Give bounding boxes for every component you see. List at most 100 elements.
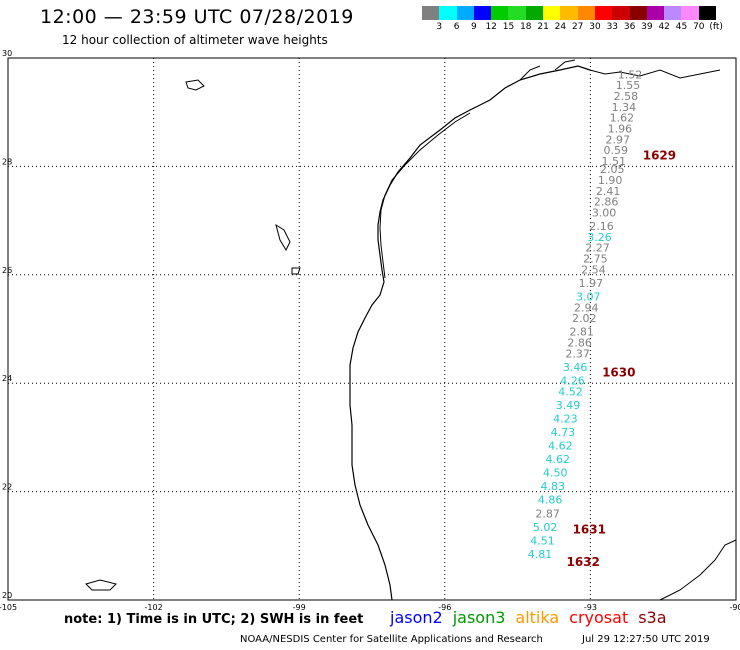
wave-height-value: 4.86 (538, 494, 563, 507)
wave-height-value: 3.49 (556, 399, 581, 412)
colorbar-label: 15 (502, 22, 515, 32)
pass-number-label: 1632 (566, 555, 599, 569)
island-shape (85, 579, 117, 591)
colorbar-cell (439, 6, 457, 20)
colorbar-cell (473, 6, 492, 20)
wave-height-value: 4.50 (543, 467, 568, 480)
wave-height-value: 2.97 (606, 133, 631, 146)
wave-height-labels: 1.521.552.581.341.621.962.970.591.512.05… (528, 68, 643, 561)
lon-tick-label: -90 (729, 603, 740, 612)
lon-tick-label: -99 (293, 603, 306, 612)
wave-height-value: 1.97 (579, 277, 604, 290)
lat-tick-label: 30 (2, 49, 12, 58)
wave-height-value: 4.52 (558, 385, 583, 398)
colorbar-label: 12 (485, 22, 497, 32)
lon-tick-label: -96 (438, 603, 451, 612)
wave-height-value: 1.52 (618, 68, 643, 81)
wave-height-value: 5.02 (533, 521, 558, 534)
wave-height-value: 2.37 (565, 347, 590, 360)
wave-height-value: 1.62 (610, 112, 635, 125)
wave-height-value: 1.55 (616, 79, 641, 92)
coastline-lagoon (379, 112, 471, 279)
colorbar-label: 30 (589, 22, 601, 32)
colorbar-cell (646, 6, 665, 20)
colorbar-label: 33 (606, 22, 619, 32)
colorbar-cell (612, 6, 630, 20)
colorbar-label: 45 (675, 22, 688, 32)
legend-jason2: jason2 (390, 608, 443, 627)
coastline-island-yucatan (659, 539, 737, 601)
colorbar-label: 39 (641, 22, 653, 32)
wave-height-value: 3.46 (563, 361, 588, 374)
colorbar-cell (664, 6, 682, 20)
colorbar-label: 36 (623, 22, 636, 32)
coastline (349, 65, 591, 601)
colorbar-label: 42 (658, 22, 670, 32)
wave-height-value: 1.90 (598, 174, 623, 187)
wave-height-value: 3.00 (592, 206, 617, 219)
wave-height-value: 4.73 (551, 426, 576, 439)
colorbar-cell (577, 6, 595, 20)
wave-height-value: 2.27 (585, 242, 610, 255)
wave-height-value: 2.58 (614, 90, 639, 103)
pass-number-label: 1630 (602, 365, 635, 379)
colorbar-label: (ft) (709, 22, 723, 32)
lon-tick-label: -102 (145, 603, 163, 612)
colorbar-label: 6 (453, 22, 460, 32)
colorbar-cell (543, 6, 561, 20)
pass-number-label: 1629 (643, 149, 676, 163)
colorbar-label: 27 (571, 22, 584, 32)
colorbar-cell (508, 6, 526, 20)
lake-shape (275, 223, 291, 252)
legend-cryosat: cryosat (569, 608, 629, 627)
wave-height-value: 4.62 (546, 453, 571, 466)
lon-tick-label: -93 (584, 603, 597, 612)
page-subtitle: 12 hour collection of altimeter wave hei… (62, 33, 328, 47)
wave-height-value: 2.54 (581, 263, 606, 276)
lake-shape (185, 79, 205, 91)
wave-height-value: 2.94 (574, 301, 599, 314)
wave-height-value: 4.51 (530, 534, 555, 547)
colorbar-cell (698, 6, 717, 20)
legend-altika: altika (515, 608, 560, 627)
colorbar-label: 3 (436, 22, 443, 32)
wave-height-value: 4.81 (528, 548, 553, 561)
pass-number-label: 1631 (573, 523, 606, 537)
wave-height-value: 2.05 (600, 163, 625, 176)
colorbar (422, 6, 717, 20)
pass-number-labels: 1629 1630 1631 1632 (566, 149, 676, 570)
note-text: note: 1) Time is in UTC; 2) SWH is in fe… (64, 612, 364, 627)
lon-tick-label: -105 (0, 603, 17, 612)
colorbar-cell (456, 6, 474, 20)
wave-height-value: 3.07 (576, 290, 601, 303)
wave-height-value: 0.59 (604, 144, 629, 157)
colorbar-cell (629, 6, 647, 20)
wave-height-value: 4.83 (540, 480, 565, 493)
colorbar-label: 9 (471, 22, 477, 32)
colorbar-cell (560, 6, 578, 20)
wave-height-value: 2.86 (567, 337, 592, 350)
wave-height-value: 2.86 (594, 196, 619, 209)
wave-height-value: 2.75 (583, 253, 608, 266)
wave-height-value: 4.23 (553, 412, 578, 425)
lake-shape (291, 267, 301, 275)
graticule (7, 57, 737, 601)
colorbar-label: 24 (554, 22, 567, 32)
lat-tick-label: 28 (2, 157, 12, 166)
legend-s3a: s3a (638, 608, 667, 627)
wave-height-value: 1.34 (612, 101, 637, 114)
colorbar-label: 21 (537, 22, 549, 32)
wave-height-value: 3.26 (587, 231, 612, 244)
colorbar-label: 70 (693, 22, 705, 32)
coastline-inlet (519, 59, 721, 81)
colorbar-cell (422, 6, 440, 20)
timestamp-text: Jul 29 12:27:50 UTC 2019 (582, 634, 710, 645)
wave-height-value: 2.41 (596, 185, 621, 198)
lat-tick-label: 26 (2, 266, 12, 275)
wave-height-value: 4.26 (560, 374, 585, 387)
colorbar-cell (525, 6, 544, 20)
wave-height-value: 1.96 (608, 122, 633, 135)
colorbar-cell (681, 6, 699, 20)
axis-tick-labels: -105 -102 -99 -96 -93 -90 20 22 24 26 28 30 (0, 49, 740, 612)
